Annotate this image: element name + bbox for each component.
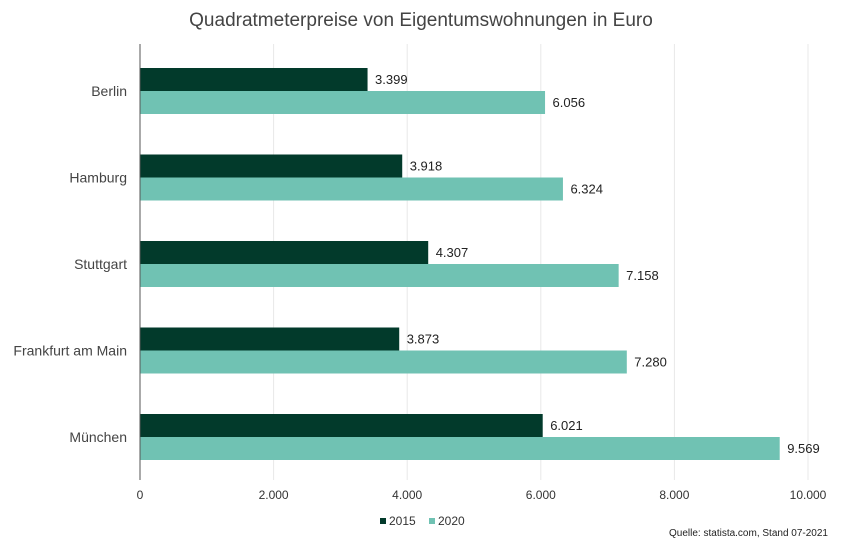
data-label: 4.307: [436, 245, 469, 260]
x-tick-label: 2.000: [259, 488, 289, 502]
x-tick-label: 6.000: [526, 488, 556, 502]
category-label: München: [69, 429, 127, 445]
legend-label-2015[interactable]: 2015: [389, 514, 416, 528]
data-label: 3.873: [407, 332, 440, 347]
data-label: 7.158: [626, 268, 659, 283]
chart-title: Quadratmeterpreise von Eigentumswohnunge…: [189, 10, 653, 31]
legend-label-2020[interactable]: 2020: [438, 514, 465, 528]
category-label: Frankfurt am Main: [13, 343, 127, 359]
x-tick-label: 0: [137, 488, 144, 502]
bar-2015: [140, 414, 543, 437]
bar-2020: [140, 350, 627, 374]
category-label: Berlin: [91, 83, 127, 99]
data-label: 3.918: [410, 159, 443, 174]
bar-2015: [140, 154, 403, 178]
data-label: 6.056: [553, 95, 586, 110]
bars: 3.399 6.056 3.918 6.324 4.307 7.158 3.873 7.280…: [140, 68, 820, 460]
category-label: Hamburg: [69, 170, 127, 186]
bar-2020: [140, 437, 780, 460]
bar-2020: [140, 264, 619, 287]
data-label: 9.569: [787, 441, 820, 456]
category-label: Stuttgart: [74, 256, 127, 272]
x-axis: 0 2.000 4.000 6.000 8.000 10.000: [137, 488, 827, 502]
y-axis: Berlin Hamburg Stuttgart Frankfurt am Main M…: [13, 83, 127, 445]
x-tick-label: 8.000: [659, 488, 689, 502]
source-note: Quelle: statista.com, Stand 07-2021: [669, 528, 828, 539]
data-label: 7.280: [634, 355, 667, 370]
data-label: 6.324: [570, 182, 603, 197]
bar-2020: [140, 177, 563, 201]
x-tick-label: 4.000: [392, 488, 422, 502]
bar-2015: [140, 68, 368, 91]
bar-2015: [140, 327, 400, 351]
legend-swatch-2015[interactable]: [380, 518, 386, 524]
x-tick-label: 10.000: [790, 488, 827, 502]
bar-2015: [140, 241, 429, 264]
data-label: 3.399: [375, 72, 408, 87]
bar-2020: [140, 91, 546, 114]
legend-swatch-2020[interactable]: [429, 518, 435, 524]
legend[interactable]: 2015 2020: [380, 514, 465, 528]
data-label: 6.021: [550, 418, 583, 433]
